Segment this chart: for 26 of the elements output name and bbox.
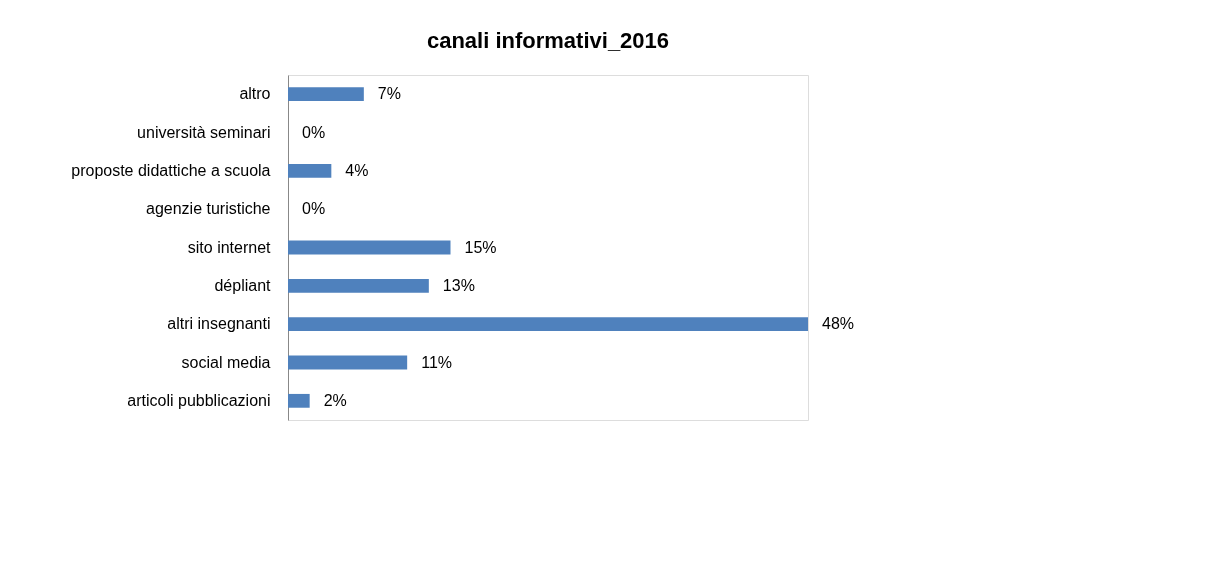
- bar: [288, 87, 364, 102]
- y-tick-label: sito internet: [187, 238, 272, 256]
- bar: [288, 317, 808, 332]
- y-tick-label: agenzie turistiche: [145, 200, 271, 218]
- data-label: 48%: [822, 315, 855, 333]
- bar: [288, 278, 429, 293]
- bar: [288, 163, 332, 178]
- data-label: 11%: [421, 353, 453, 371]
- data-label: 2%: [323, 391, 347, 409]
- y-tick-label: altri insegnanti: [167, 315, 271, 333]
- data-label: 0%: [302, 200, 326, 218]
- y-tick-label: università seminari: [137, 123, 271, 141]
- data-label: 4%: [345, 161, 369, 179]
- chart-title: canali informativi_2016: [426, 28, 670, 53]
- y-tick-label: articoli pubblicazioni: [127, 391, 271, 409]
- y-tick-label: altro: [239, 85, 271, 103]
- y-tick-label: proposte didattiche a scuola: [71, 161, 271, 179]
- bar: [288, 240, 451, 255]
- bar: [288, 393, 310, 408]
- bar: [288, 355, 408, 370]
- data-label: 7%: [377, 85, 401, 103]
- data-label: 15%: [464, 238, 497, 256]
- y-tick-label: social media: [181, 353, 271, 371]
- data-label: 13%: [442, 276, 475, 294]
- data-label: 0%: [302, 123, 326, 141]
- y-tick-label: dépliant: [214, 276, 272, 294]
